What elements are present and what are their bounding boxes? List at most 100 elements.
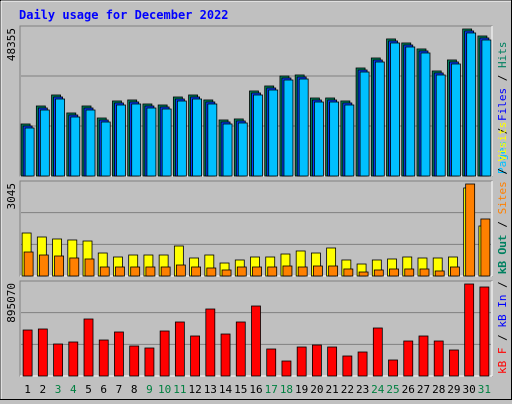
bar [298,78,309,177]
x-tick-label: 18 [280,383,293,396]
bar [24,127,35,177]
x-tick-label: 9 [146,383,153,396]
bar [69,257,80,277]
legend-separator: / [496,121,509,141]
x-tick-label: 25 [386,383,399,396]
bar [434,270,445,277]
bar [403,340,414,377]
x-tick-label: 4 [70,383,77,396]
x-tick-label: 20 [310,383,323,396]
x-tick-label: 26 [402,383,415,396]
bar [480,218,491,277]
bar [312,344,322,377]
legend-item: Hits [496,42,509,69]
legend-item: Sites [496,181,509,214]
bar [221,269,232,277]
bar [37,328,48,377]
bar [160,266,171,277]
legend-separator: / [496,161,509,181]
bar [174,321,185,377]
legend-separator: / [496,214,509,234]
legend-item: kB In [496,295,509,328]
bar [98,339,109,377]
legend-separator: / [496,68,509,88]
x-tick-label: 14 [219,383,233,396]
legend-separator: / [496,328,509,348]
y-max-label: 895070 [5,283,18,323]
bar [268,89,279,177]
x-tick-label: 19 [295,383,308,396]
bar [314,101,324,177]
bar [144,347,155,377]
bar [176,100,187,177]
bar [390,42,400,177]
bar [266,348,277,377]
x-tick-label: 30 [463,383,476,396]
bar [252,266,262,277]
bar [359,71,370,177]
legend-separator: / [496,275,509,295]
x-tick-label: 17 [265,383,278,396]
bar [236,266,247,277]
bar [145,266,156,277]
bar [100,121,111,177]
bar [465,183,476,277]
bar [419,268,430,277]
bar [281,360,292,377]
bar [129,345,140,377]
bar [372,327,383,377]
bar [282,265,293,277]
bar [342,355,353,377]
bar [328,265,339,277]
legend-item: kB F [496,348,509,375]
bar [55,98,65,177]
bar [161,108,172,177]
bar [38,254,49,277]
bar [22,329,33,377]
bar [206,267,217,277]
bar [344,104,355,177]
bar [190,335,200,377]
bar [405,46,416,177]
bar [130,266,141,277]
bar [84,258,95,277]
legend: kB F / kB In / kB Out [496,235,509,374]
x-tick-label: 15 [234,383,247,396]
bar [433,340,444,377]
legend-item: kB Out [496,235,509,275]
bar [389,268,399,277]
bar [53,343,63,377]
legend-item: kB Out [496,234,509,274]
x-tick-label: 22 [341,383,354,396]
bar [192,98,202,177]
bar [146,107,157,177]
bar [54,255,64,277]
x-tick-label: 27 [417,383,430,396]
bar [175,264,186,277]
y-max-label: 3045 [5,183,18,210]
bar [68,341,79,377]
bar [159,330,170,377]
bar [116,104,126,177]
legend-item: Files [496,88,509,121]
bar [450,266,460,277]
bar [374,61,385,177]
x-tick-label: 1 [24,383,31,396]
x-tick-label: 10 [158,383,171,396]
bar [420,52,431,177]
bar [283,79,294,177]
bar [99,266,110,277]
bar [220,333,231,377]
bar [114,331,124,377]
x-tick-label: 12 [188,383,201,396]
bar [466,32,477,177]
bar [358,271,369,277]
bar [115,266,125,277]
x-tick-label: 5 [85,383,92,396]
bar [343,268,354,277]
bar [85,109,96,177]
bar [207,103,218,177]
bar [253,94,263,177]
